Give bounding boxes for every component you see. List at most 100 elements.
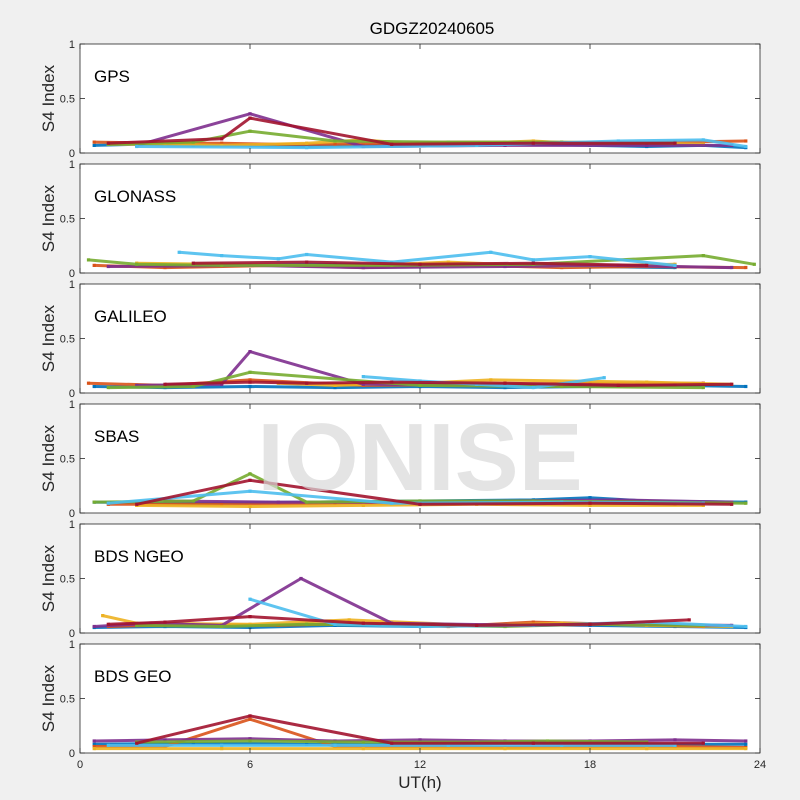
data-point	[361, 740, 365, 744]
data-point	[475, 143, 479, 147]
data-point	[645, 143, 649, 147]
series-7	[106, 116, 677, 146]
data-point	[752, 262, 756, 266]
data-point	[361, 382, 365, 386]
data-point	[588, 501, 592, 505]
panel-glonass: 0 0.5 1 GLONASS S4 Index	[39, 159, 761, 280]
x-tick-label: 18	[584, 759, 596, 771]
data-point	[673, 743, 677, 747]
data-point	[248, 129, 252, 133]
data-point	[248, 625, 252, 630]
data-point	[248, 370, 252, 374]
y-tick-label: 1	[69, 279, 75, 291]
axes-background	[80, 524, 760, 633]
data-point	[220, 254, 224, 258]
data-point	[248, 504, 252, 509]
data-point	[135, 623, 139, 627]
series-line	[108, 370, 704, 390]
data-point	[163, 382, 167, 386]
data-point	[101, 614, 105, 618]
data-point	[744, 384, 748, 389]
panel-label: GLONASS	[94, 187, 176, 206]
data-point	[248, 350, 252, 354]
data-point	[531, 385, 535, 390]
data-point	[687, 618, 691, 622]
data-point	[92, 263, 96, 267]
data-point	[220, 263, 224, 267]
panel-label: GPS	[94, 67, 130, 86]
data-point	[248, 112, 252, 116]
data-point	[531, 741, 535, 745]
data-point	[163, 738, 167, 742]
y-tick-label: 0	[69, 148, 75, 160]
series-7	[135, 478, 734, 506]
data-point	[446, 260, 450, 264]
data-point	[418, 502, 422, 506]
panel-label: GALILEO	[94, 307, 167, 326]
data-point	[418, 383, 422, 387]
series-7	[191, 260, 649, 267]
data-point	[248, 478, 252, 482]
series-6	[106, 743, 677, 747]
data-point	[361, 265, 365, 270]
series-7	[106, 615, 691, 627]
data-point	[92, 140, 96, 144]
series-6	[177, 250, 677, 267]
data-point	[616, 383, 620, 387]
data-point	[333, 142, 337, 146]
data-point	[333, 139, 337, 143]
panel-bds-geo: 0 0.5 1 BDS GEO S4 Index 0 6 12 18 24	[39, 639, 766, 771]
data-point	[744, 265, 748, 270]
data-point	[191, 261, 195, 265]
x-axis-label: UT(h)	[398, 773, 441, 792]
y-tick-label: 0	[69, 388, 75, 400]
data-point	[730, 502, 734, 506]
data-point	[86, 258, 91, 262]
y-tick-label: 0	[69, 628, 75, 640]
x-tick-label: 24	[754, 759, 766, 771]
data-point	[92, 747, 96, 751]
panel-gps: 0 0.5 1 GPS S4 Index	[39, 39, 761, 160]
data-point	[248, 384, 252, 389]
y-tick-label: 0.5	[60, 334, 75, 346]
data-point	[673, 141, 677, 145]
data-point	[361, 503, 365, 507]
data-point	[361, 375, 365, 379]
data-point	[305, 141, 309, 145]
y-tick-label: 0.5	[60, 94, 75, 106]
data-point	[390, 380, 394, 384]
data-point	[744, 739, 748, 743]
data-point	[588, 255, 592, 259]
axes-background	[80, 644, 760, 753]
data-point	[220, 137, 224, 141]
data-point	[531, 141, 535, 145]
panels-group: 0 0.5 1 GPS S4 Index 0 0.5 1 GLONASS S4 Index 0 0.5…	[39, 39, 766, 771]
chart-title: GDGZ20240605	[370, 19, 495, 38]
data-point	[744, 624, 748, 629]
data-point	[744, 139, 748, 143]
data-point	[744, 742, 748, 746]
data-point	[106, 141, 110, 145]
data-point	[616, 139, 620, 143]
data-point	[92, 742, 96, 746]
data-point	[701, 385, 705, 390]
data-point	[135, 262, 139, 266]
data-point	[390, 263, 394, 267]
panel-label: SBAS	[94, 427, 139, 446]
y-tick-label: 0.5	[60, 694, 75, 706]
y-tick-label: 1	[69, 399, 75, 411]
panel-galileo: 0 0.5 1 GALILEO S4 Index	[39, 279, 761, 400]
data-point	[347, 618, 351, 622]
data-point	[560, 384, 564, 389]
data-point	[305, 500, 309, 504]
data-point	[645, 380, 649, 384]
panel-label: BDS GEO	[94, 667, 171, 686]
data-point	[531, 261, 535, 265]
data-point	[560, 743, 564, 747]
data-point	[220, 143, 224, 147]
data-point	[248, 489, 252, 493]
data-point	[645, 747, 649, 751]
series-line	[108, 116, 675, 146]
data-point	[86, 381, 91, 385]
data-point	[701, 741, 705, 745]
